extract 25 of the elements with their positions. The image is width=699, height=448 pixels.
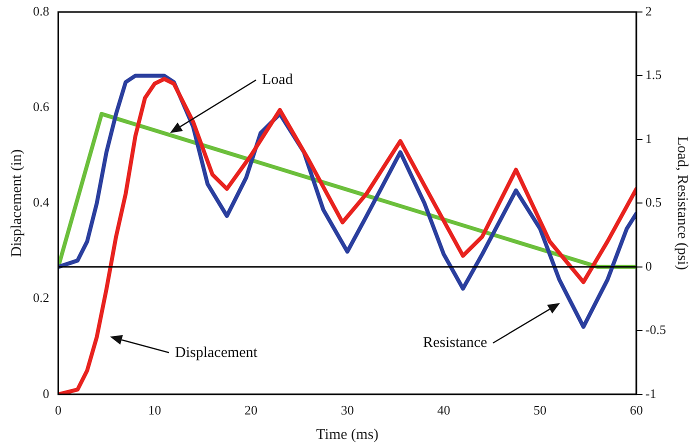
y2-tick-label: -1 — [645, 386, 656, 401]
annotation: Resistance — [423, 334, 488, 352]
y2-tick-label: -0.5 — [645, 322, 666, 338]
y-tick-label: 0 — [42, 386, 50, 401]
annotation: Load — [262, 72, 293, 88]
y-tick-label: 0.6 — [33, 99, 50, 114]
y2-tick-label: 1 — [645, 130, 652, 146]
y-tick-label: 0.8 — [33, 3, 50, 18]
x-tick-label: 20 — [244, 402, 258, 418]
annotation: Displacement — [175, 344, 258, 362]
x-axis-title: Time (ms) — [316, 426, 379, 443]
y-axis-title: Displacement (in) — [8, 149, 25, 258]
y2-tick-label: 2 — [645, 3, 652, 18]
y2-axis-title: Load, Resistance (psi) — [674, 136, 690, 270]
x-tick-label: 30 — [340, 402, 354, 418]
y2-tick-label: 1.5 — [645, 67, 662, 82]
x-tick-label: 0 — [55, 402, 62, 418]
x-tick-label: 10 — [148, 402, 162, 418]
x-tick-label: 40 — [437, 402, 450, 418]
y-tick-label: 0.2 — [33, 290, 50, 306]
x-tick-label: 50 — [534, 402, 547, 418]
y-tick-label: 0.4 — [33, 194, 50, 210]
x-tick-label: 60 — [630, 402, 643, 418]
y2-tick-label: 0 — [645, 258, 652, 274]
y2-tick-label: 0.5 — [645, 194, 662, 210]
